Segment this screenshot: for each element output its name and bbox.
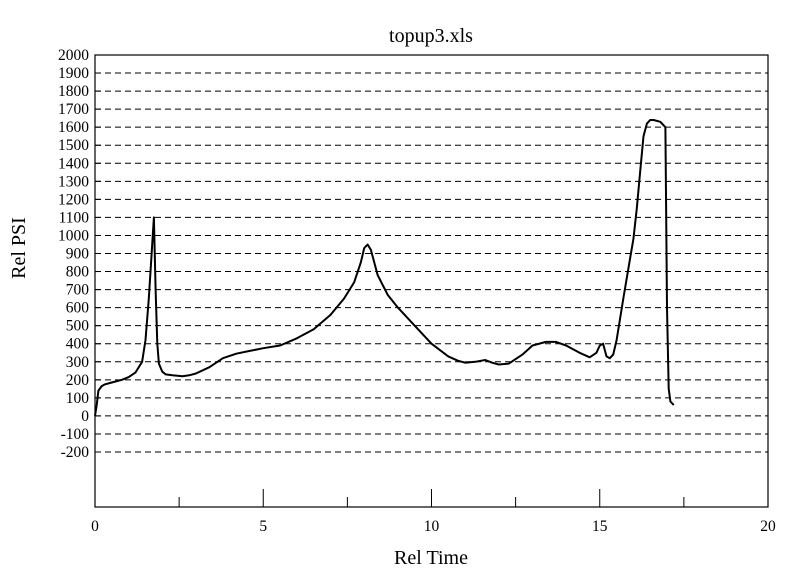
y-tick-label: 1600 [58,119,89,136]
y-tick-label: 1400 [58,155,89,172]
chart-title: topup3.xls [389,25,473,47]
y-tick-label: 2000 [58,47,89,64]
x-tick-label: 5 [259,518,267,535]
y-tick-label: 1900 [58,65,89,82]
x-tick-label: 10 [424,518,440,535]
series-line-1 [94,119,675,417]
y-tick-label: 1800 [58,83,89,100]
y-tick-label: -200 [61,444,90,461]
y-tick-label: 500 [66,318,90,335]
y-tick-label: 1200 [58,191,89,208]
y-tick-label: 800 [66,264,90,281]
y-tick-label: 700 [66,282,90,299]
y-tick-label: 900 [66,246,90,263]
x-tick-label: 20 [760,518,776,535]
plot-frame [94,54,769,508]
y-tick-label: 1000 [58,227,89,244]
series-layer [94,119,675,417]
x-tick-labels: 0 5 10 15 20 [91,518,776,535]
y-tick-label: 300 [66,354,90,371]
y-tick-label: 400 [66,336,90,353]
y-tick-label: 600 [66,300,90,317]
y-tick-label: 1100 [59,209,90,226]
y-tick-label: 0 [81,408,89,425]
y-tick-label: 200 [66,372,90,389]
y-tick-label: 100 [66,390,90,407]
y-axis-label: Rel PSI [8,217,30,279]
y-tick-label: 1500 [58,137,89,154]
x-tick-label: 15 [592,518,608,535]
y-tick-label: 1700 [58,101,89,118]
grid-lines [95,72,768,453]
x-tick-label: 0 [91,518,99,535]
y-tick-label: 1300 [58,173,89,190]
y-tick-label: -100 [61,426,90,443]
x-axis-label: Rel Time [394,547,468,569]
